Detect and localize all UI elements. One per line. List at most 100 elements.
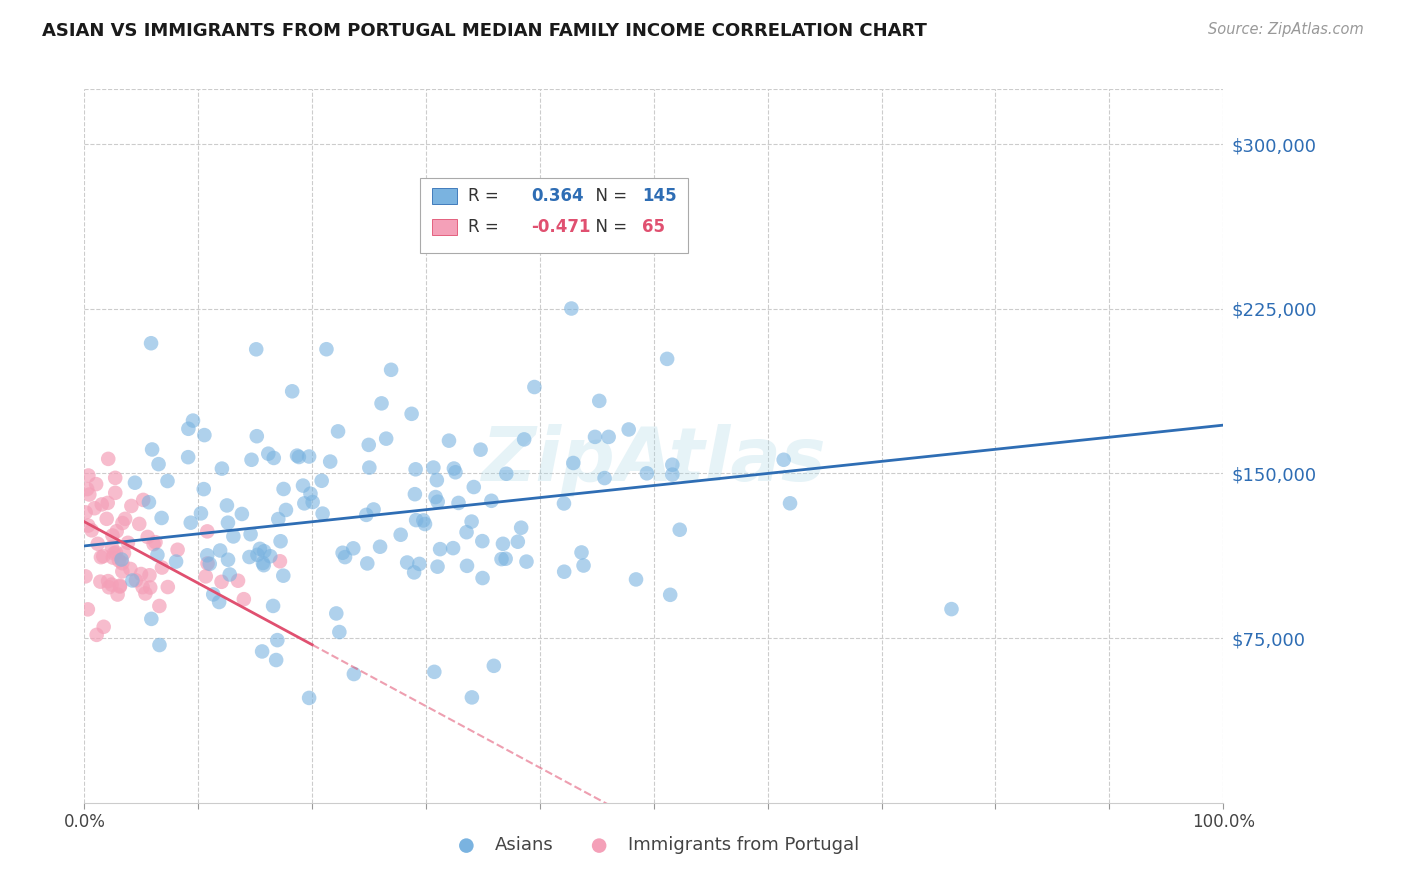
Point — [425, 490, 447, 504]
Legend: Asians, Immigrants from Portugal: Asians, Immigrants from Portugal — [441, 830, 866, 862]
Point — [461, 690, 484, 705]
Point — [271, 568, 294, 582]
Point — [772, 452, 794, 467]
Point — [120, 562, 142, 576]
Point — [311, 507, 333, 521]
Point — [343, 667, 366, 681]
Point — [231, 507, 253, 521]
Point — [444, 465, 467, 479]
Point — [117, 536, 139, 550]
Point — [285, 449, 308, 463]
Point — [90, 550, 112, 565]
Point — [131, 580, 153, 594]
Point — [368, 540, 391, 554]
Point — [443, 461, 465, 475]
Point — [396, 556, 419, 570]
Point — [239, 527, 262, 541]
Point — [232, 592, 254, 607]
Point — [661, 458, 683, 472]
Point — [198, 557, 221, 571]
Point — [456, 525, 478, 540]
Point — [108, 553, 131, 567]
Point — [315, 343, 337, 357]
Point — [120, 499, 142, 513]
Point — [146, 548, 169, 562]
Point — [659, 588, 682, 602]
Point — [138, 568, 160, 582]
Point — [80, 524, 103, 538]
Point — [273, 482, 295, 496]
Point — [141, 442, 163, 457]
Point — [571, 545, 593, 559]
Point — [202, 587, 225, 601]
Point — [588, 393, 610, 408]
Point — [215, 499, 238, 513]
Point — [195, 524, 218, 539]
Point — [211, 461, 233, 475]
Point — [195, 549, 218, 563]
Point — [263, 450, 285, 465]
Point — [217, 516, 239, 530]
Point — [134, 586, 156, 600]
Point — [404, 487, 426, 501]
Point — [506, 534, 529, 549]
Point — [111, 516, 134, 530]
Point — [492, 537, 515, 551]
Point — [145, 535, 167, 549]
Point — [426, 494, 449, 508]
Point — [356, 508, 378, 522]
Point — [426, 559, 449, 574]
Point — [266, 633, 288, 648]
Point — [252, 556, 274, 570]
Bar — [432, 188, 457, 204]
Point — [77, 468, 100, 483]
Point — [274, 503, 297, 517]
Point — [90, 498, 112, 512]
Point — [238, 549, 260, 564]
Point — [83, 501, 105, 516]
Point — [495, 467, 517, 481]
Point — [121, 574, 143, 588]
Point — [100, 577, 122, 591]
Point — [470, 442, 492, 457]
Point — [655, 351, 678, 366]
Point — [333, 550, 356, 565]
Point — [262, 599, 284, 613]
Point — [624, 573, 647, 587]
Point — [128, 516, 150, 531]
Point — [299, 486, 322, 500]
Point — [264, 653, 287, 667]
Point — [253, 558, 276, 573]
Point — [408, 557, 430, 571]
Point — [482, 658, 505, 673]
Point — [108, 579, 131, 593]
Point — [325, 607, 347, 621]
Point — [177, 422, 200, 436]
Point — [441, 541, 464, 555]
Point — [572, 558, 595, 573]
Point — [138, 495, 160, 509]
Point — [101, 528, 124, 542]
Point — [114, 512, 136, 526]
Point — [111, 556, 134, 570]
Point — [636, 467, 658, 481]
Point — [75, 505, 97, 519]
Point — [553, 496, 575, 510]
Point — [515, 555, 537, 569]
Point — [661, 467, 683, 482]
Point — [76, 602, 98, 616]
Point — [141, 612, 163, 626]
Point — [96, 512, 118, 526]
Point — [356, 557, 378, 571]
Point — [359, 460, 381, 475]
Point — [165, 555, 187, 569]
Point — [298, 450, 321, 464]
Point — [190, 507, 212, 521]
Point — [249, 541, 271, 556]
Bar — [432, 219, 457, 235]
Point — [107, 588, 129, 602]
Point — [471, 571, 494, 585]
Point — [253, 544, 276, 558]
Point — [311, 474, 333, 488]
Point — [319, 454, 342, 468]
